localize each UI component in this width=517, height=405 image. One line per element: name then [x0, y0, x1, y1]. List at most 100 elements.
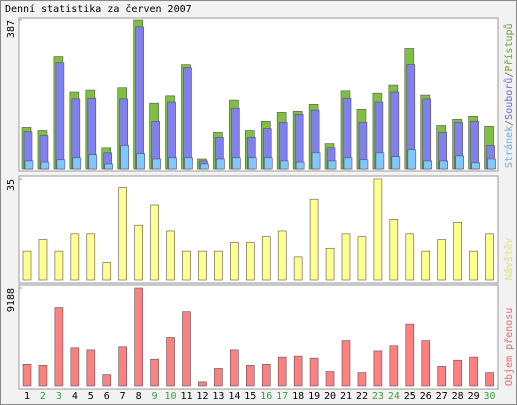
legend-separator: / — [504, 72, 515, 78]
bar — [104, 163, 114, 170]
bar — [293, 256, 303, 281]
bar — [389, 219, 399, 281]
bar — [279, 160, 289, 170]
bar — [183, 67, 192, 170]
bar — [343, 157, 353, 170]
legend-separator: / — [504, 120, 515, 126]
x-tick-label: 11 — [180, 391, 192, 402]
bar — [136, 153, 145, 170]
bar — [230, 349, 239, 387]
bar — [166, 230, 175, 281]
chart-title: Denní statistika za červen 2007 — [5, 3, 192, 15]
bar — [261, 236, 271, 281]
bar — [295, 161, 305, 170]
x-tick-label: 17 — [276, 391, 288, 402]
x-tick-label: 28 — [452, 391, 464, 402]
bar — [405, 323, 415, 387]
bar — [38, 365, 48, 387]
bar — [54, 250, 64, 281]
bar — [118, 346, 127, 387]
bar — [357, 372, 367, 387]
x-tick-label: 3 — [56, 391, 62, 402]
bar — [24, 160, 34, 170]
bar — [184, 157, 193, 170]
bar — [422, 98, 432, 170]
bar — [359, 159, 369, 170]
bar — [325, 247, 335, 281]
bar — [455, 155, 464, 170]
bar — [487, 158, 496, 170]
bar — [471, 162, 480, 170]
bar — [118, 187, 127, 281]
bar — [102, 374, 112, 387]
bar — [152, 158, 161, 170]
bar — [311, 152, 321, 170]
bar — [38, 239, 48, 281]
x-tick-label: 29 — [468, 391, 480, 402]
bar — [72, 157, 82, 170]
bar — [198, 250, 207, 281]
x-tick-label: 27 — [436, 391, 448, 402]
x-tick-label: 7 — [120, 391, 126, 402]
bar — [120, 145, 129, 170]
x-tick-label: 18 — [292, 391, 304, 402]
bar — [200, 163, 209, 170]
legend: Návštěv — [503, 238, 515, 280]
bar — [453, 359, 462, 387]
bar — [230, 242, 239, 281]
bar — [22, 250, 32, 281]
bar — [469, 356, 478, 387]
bar — [150, 358, 159, 387]
bar — [277, 356, 287, 387]
x-tick-label: 16 — [260, 391, 272, 402]
bar — [86, 349, 96, 387]
bar — [293, 355, 303, 387]
x-tick-label: 10 — [165, 391, 177, 402]
y-tick-label: 387 — [6, 20, 17, 38]
x-tick-label: 1 — [24, 391, 30, 402]
bar — [134, 224, 143, 281]
bar — [40, 161, 50, 170]
bar — [54, 307, 64, 387]
bar — [375, 152, 385, 170]
bar — [182, 250, 191, 281]
bar — [341, 340, 351, 387]
legend: Stránek/Souborů/Přístupů — [503, 23, 515, 168]
x-tick-label: 13 — [212, 391, 224, 402]
bar — [214, 368, 223, 387]
x-tick-label: 9 — [152, 391, 158, 402]
x-tick-label: 21 — [340, 391, 352, 402]
x-tick-label: 26 — [420, 391, 432, 402]
bar — [437, 366, 447, 387]
legend-entry: Objem přenosu — [503, 308, 515, 386]
bar — [373, 178, 383, 281]
panel — [18, 175, 499, 284]
bar — [88, 154, 98, 170]
bar — [261, 364, 271, 387]
bar — [246, 242, 255, 281]
bar — [86, 233, 96, 281]
bar — [263, 157, 273, 170]
bar — [182, 311, 191, 387]
x-tick-label: 19 — [308, 391, 320, 402]
bar — [55, 62, 65, 170]
bar — [214, 250, 223, 281]
bar — [357, 236, 367, 281]
bar — [421, 340, 431, 387]
bar — [56, 159, 66, 170]
panel — [18, 284, 499, 390]
bar — [469, 250, 478, 281]
bar — [341, 233, 351, 281]
bar — [405, 233, 415, 281]
bar — [423, 160, 433, 170]
bar — [309, 198, 319, 281]
bar — [453, 221, 462, 281]
bar — [327, 160, 337, 170]
legend-entry: Stránek — [503, 126, 515, 168]
legend-entry: Přístupů — [503, 23, 515, 71]
x-tick-label: 12 — [196, 391, 208, 402]
y-tick-label: 9188 — [6, 288, 17, 312]
bar — [168, 157, 177, 170]
x-tick-label: 24 — [388, 391, 400, 402]
